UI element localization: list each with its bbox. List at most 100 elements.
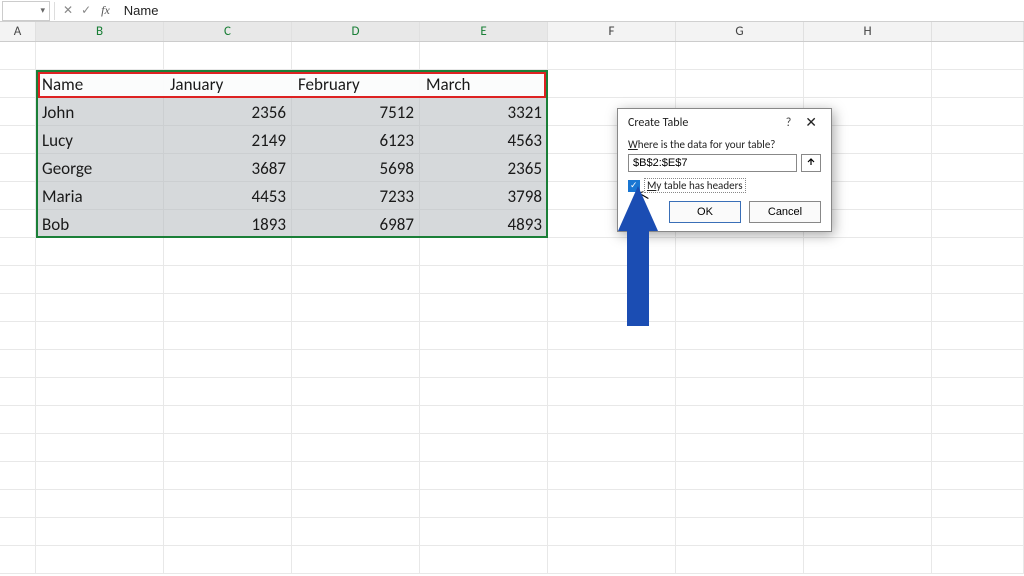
cell[interactable] [548, 266, 676, 294]
cell[interactable] [292, 182, 420, 210]
cell[interactable] [292, 266, 420, 294]
cell[interactable] [548, 518, 676, 546]
cell[interactable] [676, 70, 804, 98]
column-header[interactable]: B [36, 22, 164, 41]
cell[interactable] [548, 406, 676, 434]
cell[interactable] [804, 266, 932, 294]
cell[interactable] [164, 350, 292, 378]
cell[interactable] [676, 518, 804, 546]
help-icon[interactable]: ? [778, 116, 800, 130]
cell[interactable] [0, 490, 36, 518]
cell[interactable] [0, 518, 36, 546]
cell[interactable] [36, 378, 164, 406]
cell[interactable] [676, 406, 804, 434]
cell[interactable] [420, 70, 548, 98]
cell[interactable] [164, 378, 292, 406]
cell[interactable] [804, 406, 932, 434]
cell[interactable] [164, 126, 292, 154]
chevron-down-icon[interactable]: ▾ [40, 5, 45, 16]
ok-button[interactable]: OK [669, 201, 741, 223]
cell[interactable] [0, 294, 36, 322]
cell[interactable] [804, 490, 932, 518]
cell[interactable] [36, 210, 164, 238]
cell[interactable] [292, 350, 420, 378]
cell[interactable] [164, 322, 292, 350]
cell[interactable] [164, 462, 292, 490]
cell[interactable] [420, 518, 548, 546]
cell[interactable] [292, 322, 420, 350]
column-header[interactable]: G [676, 22, 804, 41]
cell[interactable] [0, 238, 36, 266]
cell[interactable] [676, 266, 804, 294]
cell[interactable] [36, 406, 164, 434]
cell[interactable] [0, 210, 36, 238]
cell[interactable] [292, 294, 420, 322]
cell[interactable] [292, 378, 420, 406]
cell[interactable] [676, 322, 804, 350]
cell[interactable] [164, 98, 292, 126]
cell[interactable] [292, 518, 420, 546]
cell[interactable] [804, 462, 932, 490]
accept-formula-icon[interactable]: ✓ [77, 3, 95, 18]
cell[interactable] [0, 350, 36, 378]
cell[interactable] [36, 266, 164, 294]
cell[interactable] [0, 322, 36, 350]
cell[interactable] [548, 350, 676, 378]
cell[interactable] [164, 546, 292, 574]
cell[interactable] [548, 322, 676, 350]
cell[interactable] [804, 42, 932, 70]
cell[interactable] [0, 70, 36, 98]
cell[interactable] [36, 490, 164, 518]
cell[interactable] [292, 406, 420, 434]
column-header[interactable]: H [804, 22, 932, 41]
cell[interactable] [676, 294, 804, 322]
cell[interactable] [676, 546, 804, 574]
cell[interactable] [420, 154, 548, 182]
headers-checkbox[interactable] [628, 180, 640, 192]
cell[interactable] [36, 462, 164, 490]
cell[interactable] [548, 378, 676, 406]
cell[interactable] [676, 350, 804, 378]
cell[interactable] [36, 98, 164, 126]
cell[interactable] [804, 518, 932, 546]
cell[interactable] [804, 322, 932, 350]
cell[interactable] [420, 378, 548, 406]
cell[interactable] [0, 98, 36, 126]
cell[interactable] [0, 266, 36, 294]
cell[interactable] [420, 490, 548, 518]
range-input[interactable] [628, 154, 797, 172]
collapse-dialog-icon[interactable] [801, 154, 821, 172]
cell[interactable] [164, 406, 292, 434]
cell[interactable] [164, 238, 292, 266]
cell[interactable] [548, 462, 676, 490]
cell[interactable] [36, 42, 164, 70]
cell[interactable] [548, 294, 676, 322]
cell[interactable] [36, 182, 164, 210]
cell[interactable] [420, 238, 548, 266]
cell[interactable] [164, 294, 292, 322]
cell[interactable] [292, 154, 420, 182]
cell[interactable] [548, 42, 676, 70]
cell[interactable] [0, 154, 36, 182]
cell[interactable] [164, 70, 292, 98]
cell[interactable] [0, 462, 36, 490]
cell[interactable] [36, 518, 164, 546]
cell[interactable] [420, 182, 548, 210]
cell[interactable] [36, 238, 164, 266]
cell[interactable] [420, 294, 548, 322]
cell[interactable] [164, 154, 292, 182]
cell[interactable] [548, 238, 676, 266]
cell[interactable] [420, 98, 548, 126]
cell[interactable] [0, 434, 36, 462]
column-header[interactable]: D [292, 22, 420, 41]
cell[interactable] [292, 70, 420, 98]
close-icon[interactable]: ✕ [799, 114, 823, 131]
cell[interactable] [164, 210, 292, 238]
column-header[interactable]: A [0, 22, 36, 41]
cell[interactable] [292, 238, 420, 266]
cells-area[interactable]: NameJanuaryFebruaryMarchJohn235675123321… [0, 42, 1024, 576]
cell[interactable] [36, 434, 164, 462]
dialog-titlebar[interactable]: Create Table ? ✕ [618, 109, 831, 134]
cell[interactable] [36, 154, 164, 182]
fx-icon[interactable]: fx [95, 3, 116, 18]
